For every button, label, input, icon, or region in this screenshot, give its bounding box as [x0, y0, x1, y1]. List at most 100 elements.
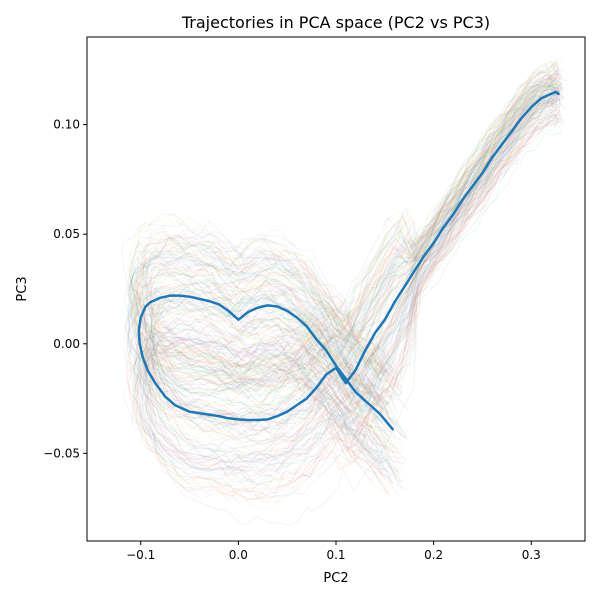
trajectory-line: [133, 84, 559, 392]
trajectory-line: [144, 66, 565, 375]
trajectory-line: [145, 96, 565, 483]
trajectory-line: [127, 114, 558, 479]
trajectory-line: [125, 98, 555, 470]
x-tick-label: 0.1: [326, 548, 345, 562]
trajectory-line: [143, 77, 562, 426]
y-tick-label: 0.10: [53, 118, 80, 132]
trajectory-line: [150, 86, 562, 407]
trajectory-line: [136, 95, 555, 455]
trajectory-line: [127, 72, 556, 373]
trajectory-line: [145, 128, 562, 526]
trajectory-line: [136, 76, 561, 401]
trajectory-line: [127, 72, 558, 381]
trajectory-line: [126, 88, 555, 417]
trajectory-line: [135, 101, 557, 497]
trajectory-line: [136, 109, 559, 499]
trajectory-line: [134, 99, 561, 453]
trajectory-line: [143, 100, 558, 461]
trajectory-line: [146, 58, 564, 378]
trajectory-line: [131, 97, 558, 484]
trajectory-line: [144, 102, 561, 474]
trajectory-line: [145, 87, 563, 399]
trajectory-line: [150, 78, 567, 437]
trajectory-line: [151, 102, 566, 473]
x-axis: −0.1 0.0 0.1 0.2 0.3: [126, 541, 541, 562]
trajectory-line: [127, 79, 557, 408]
trajectory-line: [129, 77, 555, 416]
trajectory-line: [134, 102, 557, 459]
trajectory-line: [121, 63, 553, 374]
trajectory-line: [123, 76, 555, 443]
trajectory-line: [133, 99, 554, 472]
trajectory-line: [134, 115, 559, 494]
trajectory-line: [144, 85, 561, 439]
y-tick-label: 0.00: [53, 337, 80, 351]
trajectory-line: [135, 74, 562, 386]
trajectory-line: [144, 117, 564, 483]
trajectory-line: [150, 113, 566, 504]
trajectory-line: [137, 79, 560, 392]
x-tick-label: −0.1: [126, 548, 155, 562]
trajectory-line: [152, 85, 565, 424]
trajectory-line: [141, 61, 563, 374]
trajectory-line: [152, 91, 565, 462]
trajectory-line: [125, 85, 558, 413]
trajectory-line: [134, 111, 559, 510]
trajectory-line: [131, 98, 559, 424]
trajectory-line: [136, 120, 557, 497]
trajectory-line: [134, 78, 561, 405]
trajectory-line: [141, 73, 564, 413]
trajectory-line: [148, 89, 565, 440]
trajectory-line: [138, 87, 558, 454]
trajectory-line: [130, 78, 557, 405]
trajectory-line: [141, 84, 563, 426]
trajectory-line: [146, 105, 562, 455]
trajectory-line: [145, 114, 564, 504]
trajectory-line: [132, 122, 556, 499]
trajectory-line: [128, 78, 557, 390]
trajectory-line: [137, 64, 559, 375]
trajectory-line: [145, 95, 562, 439]
trajectory-line: [137, 77, 559, 393]
trajectory-line: [133, 83, 560, 417]
trajectory-line: [150, 87, 563, 432]
trajectory-line: [149, 67, 562, 391]
trajectory-line: [138, 76, 561, 388]
trajectory-line: [134, 70, 560, 393]
trajectory-line: [142, 102, 561, 474]
trajectory-line: [142, 64, 560, 380]
trajectory-line: [142, 91, 563, 473]
trajectory-line: [128, 75, 558, 368]
trajectory-line: [144, 83, 561, 423]
trajectory-line: [134, 62, 559, 364]
trajectory-line: [140, 68, 560, 370]
trajectory-line: [136, 109, 561, 483]
trajectory-line: [139, 96, 562, 454]
trajectory-line: [143, 88, 561, 451]
trajectory-line: [136, 61, 558, 374]
trajectory-line: [129, 64, 559, 376]
trajectory-line: [148, 99, 560, 482]
trajectory-line: [133, 70, 560, 405]
trajectory-line: [131, 101, 555, 469]
chart-title: Trajectories in PCA space (PC2 vs PC3): [181, 13, 490, 32]
trajectory-line: [146, 112, 563, 486]
trajectory-line: [130, 59, 559, 371]
trajectory-line: [145, 103, 561, 492]
trajectory-line: [127, 73, 554, 392]
trajectory-line: [124, 78, 554, 402]
x-axis-label: PC2: [323, 571, 348, 586]
trajectory-line: [134, 60, 557, 378]
trajectory-line: [135, 84, 559, 425]
trajectory-line: [133, 85, 555, 416]
trajectory-line: [142, 114, 560, 494]
trajectory-line: [150, 70, 563, 396]
trajectory-line: [144, 107, 560, 476]
trajectory-line: [152, 98, 566, 444]
x-tick-label: 0.0: [229, 548, 248, 562]
trajectory-line: [134, 81, 559, 393]
trajectory-line: [133, 72, 556, 415]
trajectory-line: [129, 69, 557, 392]
trajectory-line: [146, 104, 563, 470]
